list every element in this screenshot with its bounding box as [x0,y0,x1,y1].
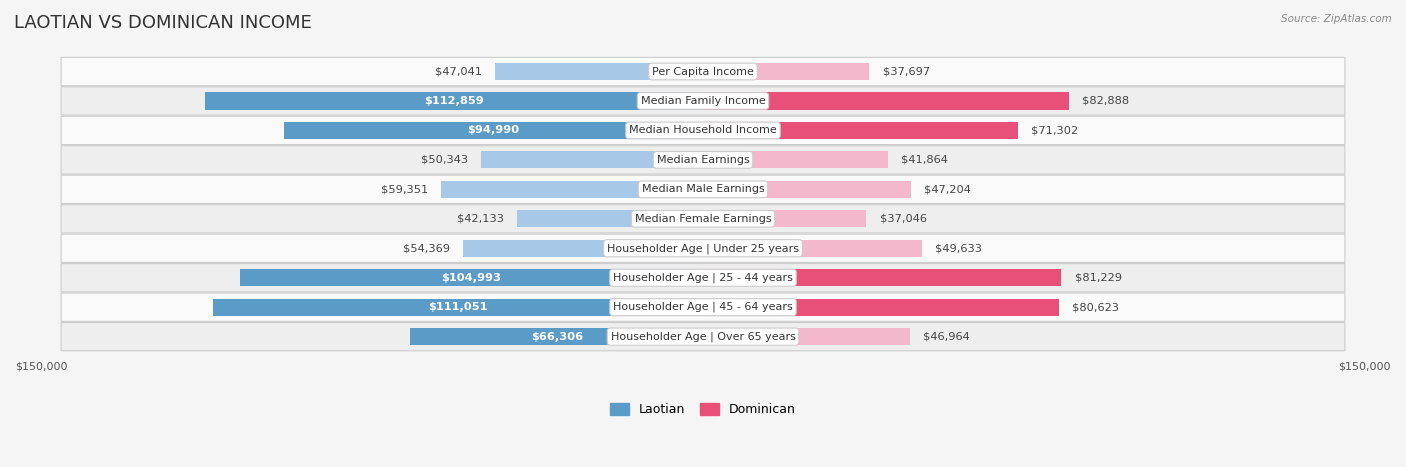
Text: $54,369: $54,369 [404,243,450,253]
Bar [495,63,703,80]
FancyBboxPatch shape [60,116,1346,145]
Text: Median Male Earnings: Median Male Earnings [641,184,765,194]
Text: Per Capita Income: Per Capita Income [652,66,754,77]
Bar [703,92,1069,109]
Bar [703,269,1062,286]
Text: Householder Age | Under 25 years: Householder Age | Under 25 years [607,243,799,254]
Text: LAOTIAN VS DOMINICAN INCOME: LAOTIAN VS DOMINICAN INCOME [14,14,312,32]
Text: $47,204: $47,204 [925,184,972,194]
Text: $49,633: $49,633 [935,243,983,253]
Bar [703,210,866,227]
Legend: Laotian, Dominican: Laotian, Dominican [610,403,796,416]
Bar [214,298,703,316]
Text: Householder Age | 25 - 44 years: Householder Age | 25 - 44 years [613,272,793,283]
FancyBboxPatch shape [60,175,1346,204]
Text: $37,046: $37,046 [880,214,927,224]
Text: $94,990: $94,990 [467,126,520,135]
Bar [703,240,922,257]
FancyBboxPatch shape [60,205,1346,233]
Text: $80,623: $80,623 [1071,302,1119,312]
Text: $71,302: $71,302 [1031,126,1078,135]
Bar [240,269,703,286]
Text: $46,964: $46,964 [924,332,970,342]
Text: $50,343: $50,343 [420,155,468,165]
Text: $82,888: $82,888 [1081,96,1129,106]
Text: $111,051: $111,051 [429,302,488,312]
Text: Median Earnings: Median Earnings [657,155,749,165]
Bar [481,151,703,169]
FancyBboxPatch shape [60,234,1346,262]
Bar [205,92,703,109]
Text: $104,993: $104,993 [441,273,502,283]
Text: Median Female Earnings: Median Female Earnings [634,214,772,224]
Bar [441,181,703,198]
Bar [411,328,703,345]
Bar [703,181,911,198]
Text: $37,697: $37,697 [883,66,929,77]
Text: $59,351: $59,351 [381,184,427,194]
Text: $41,864: $41,864 [901,155,948,165]
Bar [517,210,703,227]
Text: Median Household Income: Median Household Income [628,126,778,135]
Text: $66,306: $66,306 [530,332,583,342]
Bar [703,122,1018,139]
Bar [463,240,703,257]
FancyBboxPatch shape [60,146,1346,174]
Text: $112,859: $112,859 [425,96,484,106]
FancyBboxPatch shape [60,323,1346,351]
Bar [703,63,869,80]
Text: $42,133: $42,133 [457,214,503,224]
FancyBboxPatch shape [60,293,1346,321]
Bar [703,298,1059,316]
Text: Householder Age | 45 - 64 years: Householder Age | 45 - 64 years [613,302,793,312]
FancyBboxPatch shape [60,57,1346,85]
Text: $47,041: $47,041 [436,66,482,77]
FancyBboxPatch shape [60,263,1346,292]
Bar [703,151,887,169]
Bar [284,122,703,139]
FancyBboxPatch shape [60,87,1346,115]
Text: Householder Age | Over 65 years: Householder Age | Over 65 years [610,332,796,342]
Text: $81,229: $81,229 [1074,273,1122,283]
Text: Median Family Income: Median Family Income [641,96,765,106]
Text: Source: ZipAtlas.com: Source: ZipAtlas.com [1281,14,1392,24]
Bar [703,328,910,345]
